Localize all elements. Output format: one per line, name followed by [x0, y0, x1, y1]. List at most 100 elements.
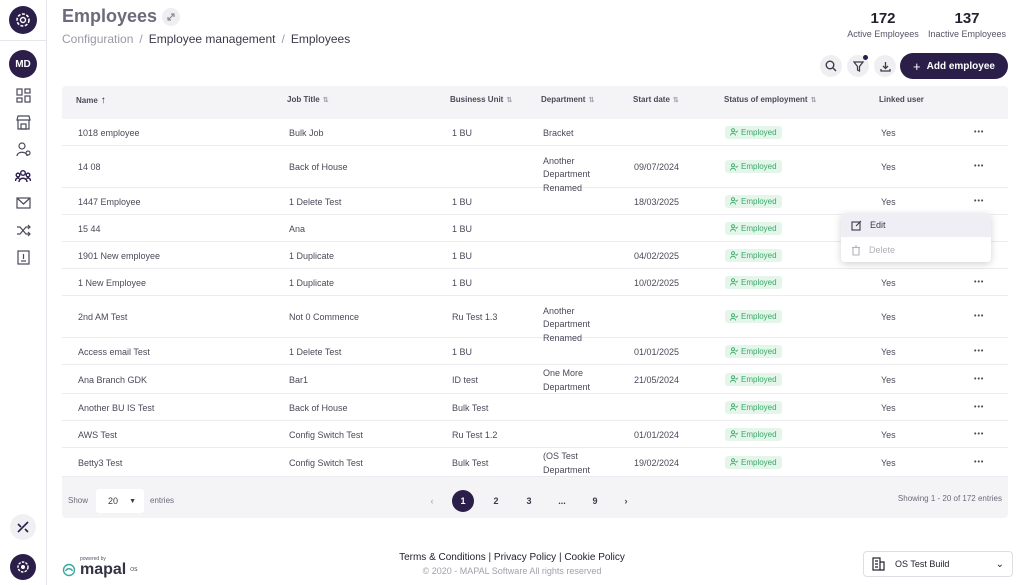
delete-label: Delete	[869, 245, 896, 255]
cell-business-unit: Ru Test 1.2	[452, 429, 498, 440]
table-row[interactable]: Ana Branch GDK Bar1 ID test One More Depart…	[62, 365, 1008, 394]
page-2-button[interactable]: 2	[493, 496, 499, 506]
user-check-icon	[730, 347, 738, 355]
filter-icon[interactable]	[847, 55, 869, 77]
footer-links[interactable]: Terms & Conditions | Privacy Policy | Co…	[399, 552, 625, 563]
more-actions-icon[interactable]: •••	[974, 430, 985, 438]
cell-business-unit: 1 BU	[452, 127, 473, 138]
team-icon[interactable]	[14, 167, 32, 185]
cell-department: (OS Test Department	[543, 451, 591, 475]
page-9-button[interactable]: 9	[592, 496, 598, 506]
more-actions-icon[interactable]: •••	[974, 197, 985, 205]
breadcrumb-configuration[interactable]: Configuration	[62, 32, 134, 46]
more-actions-icon[interactable]: •••	[974, 313, 985, 320]
more-actions-icon[interactable]: •••	[974, 278, 985, 286]
edit-menu-item[interactable]: Edit	[841, 213, 991, 237]
build-selector[interactable]: OS Test Build ⌄	[863, 551, 1013, 577]
cell-name: 1901 New employee	[78, 250, 161, 261]
cell-linked-user: Yes	[881, 162, 896, 172]
report-icon[interactable]	[14, 248, 32, 266]
more-actions-icon[interactable]: •••	[974, 347, 985, 355]
copyright-text: © 2020 - MAPAL Software All rights reser…	[422, 566, 602, 576]
table-row[interactable]: Access email Test 1 Delete Test 1 BU 01/01/…	[62, 338, 1008, 365]
status-text: Employed	[741, 127, 777, 137]
cell-business-unit: 1 BU	[452, 277, 473, 288]
status-badge: Employed	[725, 248, 782, 262]
prev-page-icon[interactable]: ‹	[430, 496, 434, 506]
column-header-job-title[interactable]: Job Title ⇅	[287, 95, 329, 104]
column-header-name[interactable]: Name ↑	[76, 95, 106, 106]
breadcrumb-employees: Employees	[290, 32, 351, 46]
column-header-start-date[interactable]: Start date ⇅	[633, 95, 679, 104]
expand-icon[interactable]	[162, 8, 180, 26]
inactive-employees-count: 137	[954, 10, 980, 27]
table-row[interactable]: 1 New Employee 1 Duplicate 1 BU 10/02/2025 E…	[62, 269, 1008, 296]
status-badge: Employed	[725, 275, 782, 289]
table-row[interactable]: 14 08 Back of House Another Department Ren…	[62, 146, 1008, 193]
cell-start-date: 04/02/2025	[634, 250, 680, 261]
table-row[interactable]: Another BU IS Test Back of House Bulk Test…	[62, 394, 1008, 421]
user-settings-icon[interactable]	[14, 140, 32, 158]
table-row[interactable]: 1018 employee Bulk Job 1 BU Bracket Employed…	[62, 119, 1008, 146]
chevron-down-icon: ▼	[129, 497, 136, 505]
more-actions-icon[interactable]: •••	[974, 128, 985, 136]
cell-job-title: Ana	[289, 223, 306, 234]
page-1-button[interactable]: 1	[452, 490, 474, 512]
active-employees-stat: 172 Active Employees	[845, 10, 921, 39]
cell-job-title: Back of House	[289, 402, 348, 413]
status-badge: Employed	[725, 400, 782, 414]
more-actions-icon[interactable]: •••	[974, 163, 985, 170]
showing-entries-text: Showing 1 - 20 of 172 entries	[897, 494, 1002, 503]
table-row[interactable]: 2nd AM Test Not 0 Commence Ru Test 1.3 Anot…	[62, 296, 1008, 343]
status-text: Employed	[741, 457, 777, 467]
mail-icon[interactable]	[14, 194, 32, 212]
delete-menu-item[interactable]: Delete	[841, 238, 991, 262]
user-check-icon	[730, 458, 738, 466]
employees-table: Name ↑ Job Title ⇅ Business Unit ⇅ Departme…	[62, 86, 1008, 518]
download-icon[interactable]	[874, 55, 896, 77]
search-icon[interactable]	[820, 55, 842, 77]
more-actions-icon[interactable]: •••	[974, 375, 985, 383]
status-text: Employed	[741, 346, 777, 356]
add-employee-label: Add employee	[926, 60, 995, 72]
table-row[interactable]: 1447 Employee 1 Delete Test 1 BU 18/03/2025…	[62, 188, 1008, 215]
tools-icon[interactable]	[10, 514, 36, 540]
cell-department: Another Department Renamed	[543, 305, 591, 343]
mapal-logo: mapal OS	[62, 561, 137, 579]
cell-linked-user: Yes	[881, 312, 896, 322]
store-icon[interactable]	[14, 113, 32, 131]
add-employee-button[interactable]: + Add employee	[900, 53, 1008, 79]
entries-select[interactable]: 20 ▼	[96, 489, 144, 513]
breadcrumb-employee-management[interactable]: Employee management	[148, 32, 276, 46]
more-actions-icon[interactable]: •••	[974, 458, 985, 466]
column-header-status[interactable]: Status of employment ⇅	[724, 95, 817, 104]
dashboard-icon[interactable]	[14, 86, 32, 104]
cell-name: Access email Test	[78, 346, 150, 357]
cell-job-title: 1 Delete Test	[289, 196, 342, 207]
app-logo-icon[interactable]	[9, 6, 37, 34]
page-3-button[interactable]: 3	[526, 496, 532, 506]
cell-business-unit: Ru Test 1.3	[452, 312, 498, 322]
table-row[interactable]: Betty3 Test Config Switch Test Bulk Test (O…	[62, 448, 1008, 477]
next-page-icon[interactable]: ›	[624, 496, 628, 506]
cell-department: One More Department	[543, 368, 591, 392]
cell-job-title: 1 Duplicate	[289, 250, 335, 261]
app-switcher-icon[interactable]	[10, 554, 36, 580]
breadcrumb-separator: /	[139, 32, 143, 46]
avatar[interactable]: MD	[9, 50, 37, 78]
cell-name: Ana Branch GDK	[78, 374, 148, 385]
cell-job-title: Bar1	[289, 374, 309, 385]
column-header-department[interactable]: Department ⇅	[541, 95, 595, 104]
status-text: Employed	[741, 162, 777, 171]
status-badge: Employed	[725, 125, 782, 139]
sort-icon: ⇅	[322, 96, 329, 104]
cell-name: 14 08	[78, 162, 101, 172]
shuffle-icon[interactable]	[14, 221, 32, 239]
table-row[interactable]: AWS Test Config Switch Test Ru Test 1.2 01/…	[62, 421, 1008, 448]
cell-job-title: Config Switch Test	[289, 429, 363, 440]
column-header-business-unit[interactable]: Business Unit ⇅	[450, 95, 513, 104]
edit-icon	[851, 220, 862, 231]
cell-job-title: Bulk Job	[289, 127, 324, 138]
more-actions-icon[interactable]: •••	[974, 403, 985, 411]
table-row[interactable]: 1901 New employee 1 Duplicate 1 BU 04/02/20…	[62, 242, 1008, 269]
